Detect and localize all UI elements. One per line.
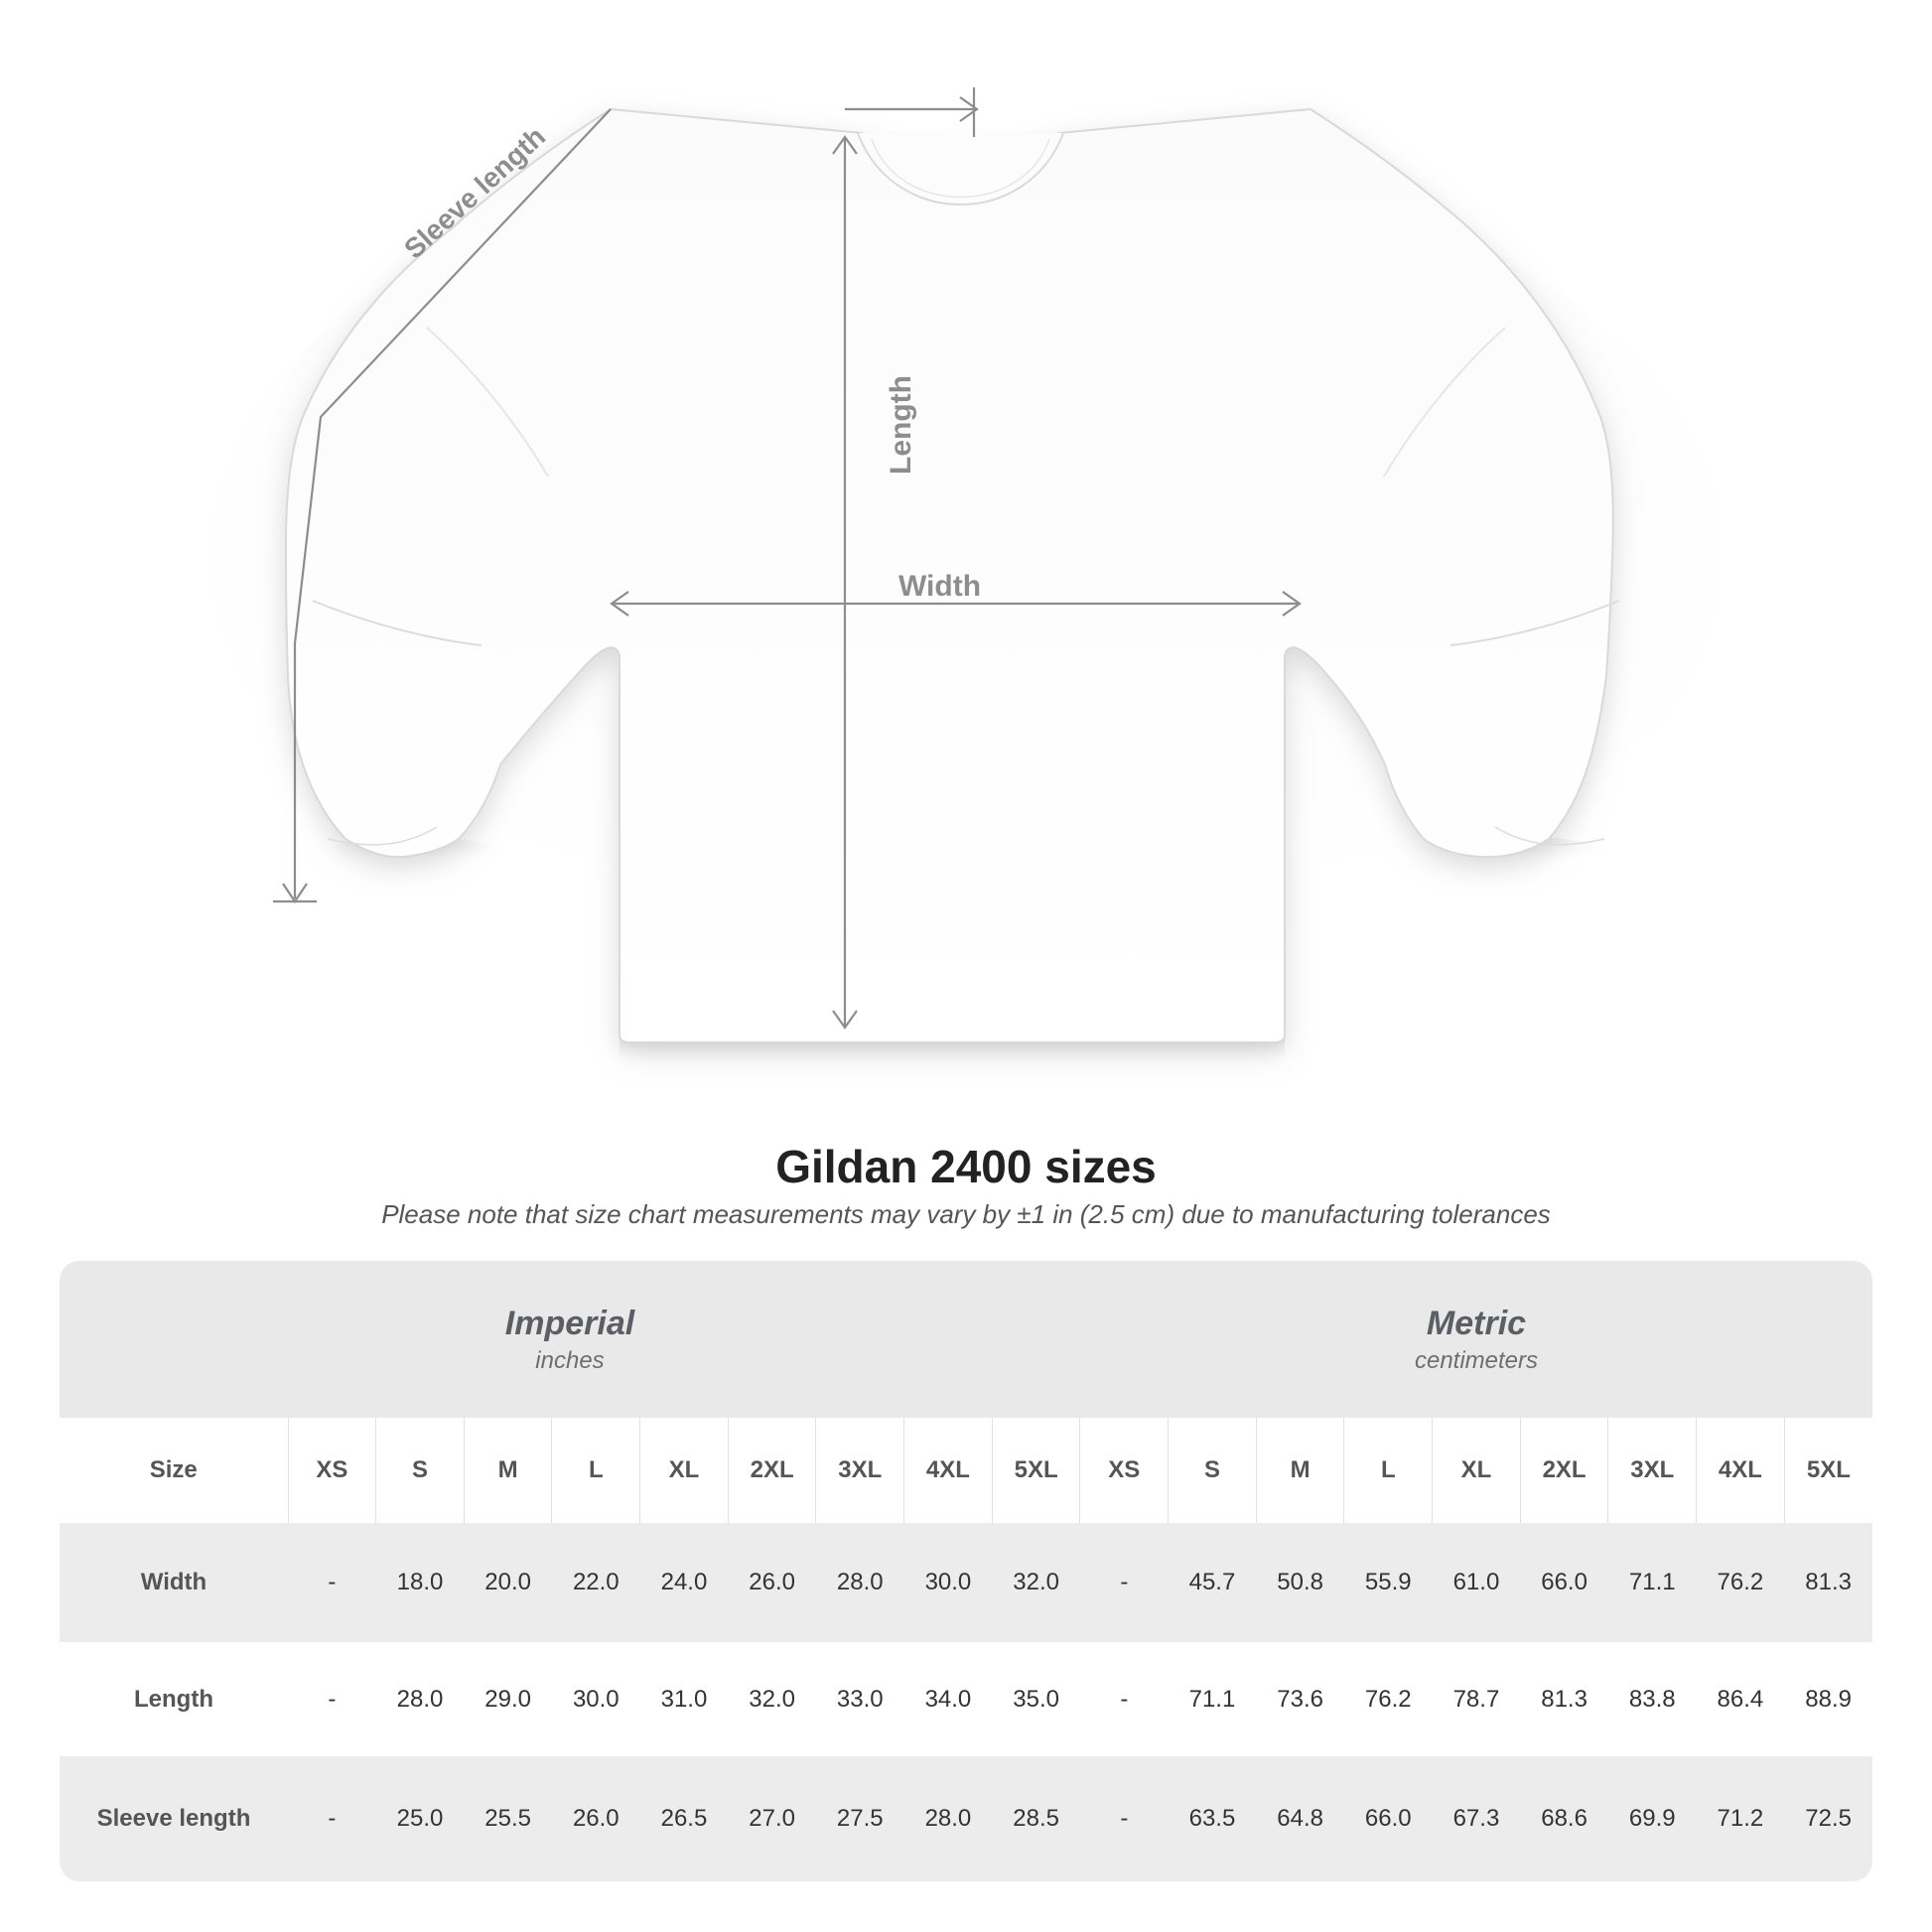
svg-text:Length: Length [885,375,917,475]
svg-text:Width: Width [898,570,981,603]
